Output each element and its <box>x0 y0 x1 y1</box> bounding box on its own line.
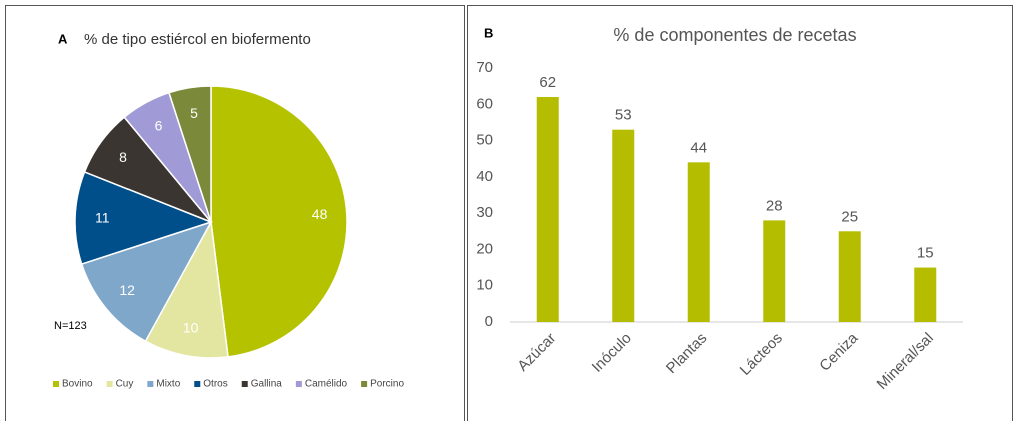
y-tick-label: 50 <box>476 132 493 149</box>
bar <box>687 162 710 322</box>
legend-swatch <box>361 381 368 387</box>
annotation: N=123 <box>54 320 87 332</box>
data-label: 62 <box>539 74 556 91</box>
legend-swatch <box>241 381 248 387</box>
data-label: 6 <box>155 117 163 133</box>
legend-label: Porcino <box>370 379 404 390</box>
data-label: 28 <box>766 197 783 214</box>
legend-swatch <box>295 381 302 387</box>
data-label: 44 <box>690 139 707 156</box>
x-tick-label: Mineral/sal <box>874 330 937 393</box>
legend-label: Otros <box>203 379 227 390</box>
bar <box>612 129 635 322</box>
x-tick-label: Plantas <box>663 330 710 377</box>
legend-label: Camélido <box>305 379 348 390</box>
x-tick-label: Inóculo <box>589 330 635 376</box>
bar <box>536 97 559 323</box>
chart-title: % de tipo estiércol en biofermento <box>84 31 311 48</box>
legend-label: Gallina <box>251 379 283 390</box>
data-label: 12 <box>119 282 135 298</box>
legend-swatch <box>106 381 113 387</box>
legend-label: Cuy <box>116 379 134 390</box>
y-tick-label: 70 <box>476 59 493 76</box>
x-tick-label: Azúcar <box>514 330 559 375</box>
pie-slice <box>144 219 229 359</box>
legend-label: Mixto <box>156 379 180 390</box>
data-label: 5 <box>190 105 198 121</box>
pie-slice <box>210 85 348 358</box>
y-tick-label: 40 <box>476 168 493 185</box>
panel-b-frame <box>467 5 1013 421</box>
bar <box>838 231 861 322</box>
pie-slice <box>80 220 213 343</box>
x-tick-label: Lácteos <box>737 330 786 379</box>
data-label: 10 <box>183 320 199 336</box>
x-tick-label: Ceniza <box>816 329 862 375</box>
pie-slice <box>74 170 214 265</box>
y-tick-label: 10 <box>476 277 493 294</box>
bar <box>914 267 937 322</box>
y-tick-label: 0 <box>485 313 493 330</box>
data-label: 48 <box>312 206 328 222</box>
pie-slice <box>168 85 212 223</box>
y-tick-label: 30 <box>476 204 493 221</box>
data-label: 15 <box>917 245 934 262</box>
bar <box>763 220 786 322</box>
data-label: 53 <box>615 107 632 124</box>
chart-title: % de componentes de recetas <box>613 25 856 45</box>
legend-label: Bovino <box>62 379 93 390</box>
y-tick-label: 60 <box>476 95 493 112</box>
data-label: 25 <box>841 208 858 225</box>
legend-swatch <box>53 381 59 387</box>
legend-swatch <box>194 381 201 387</box>
panel-label: A <box>58 31 68 46</box>
panel-a-frame <box>5 5 465 421</box>
data-label: 11 <box>95 209 110 225</box>
panel-label: B <box>484 25 493 40</box>
legend-swatch <box>147 381 154 387</box>
data-label: 8 <box>119 149 127 165</box>
y-tick-label: 20 <box>476 240 493 257</box>
